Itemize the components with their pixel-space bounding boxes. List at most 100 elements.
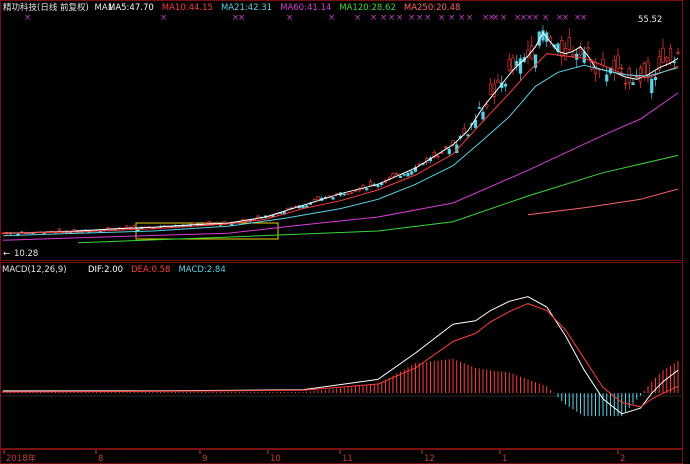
signal-marker: × [500,13,507,23]
candle-body [638,67,643,83]
ma-readout-ma21: MA21:42.31 [221,3,272,13]
macd-line-dif [3,296,679,415]
candle-body [466,134,470,137]
candle-body [207,221,211,224]
line-ma250 [527,188,679,216]
signal-marker: × [532,13,539,23]
ma-readout-ma10: MA10:44.15 [162,3,213,13]
candle-body [361,185,365,190]
candle-body [481,111,485,120]
x-tick-label: 12 [424,454,435,464]
stock-title: 精功科技(日线 前复权) [3,2,89,13]
candle-body [443,146,448,148]
price-panel-frame [0,0,683,261]
macd-readouts: DIF:2.00 DEA:0.58 MACD:2.84 [88,265,226,275]
candle-body [492,83,496,97]
candle-body [608,67,613,74]
candle-body [473,119,478,128]
candle-body [402,174,406,176]
x-tick-label: 11 [342,454,353,464]
ma-readout-ma60: MA60:41.14 [280,3,331,13]
signal-marker: × [388,13,395,23]
candle-body [668,48,673,63]
price-lines [2,31,679,244]
signal-marker: × [574,13,581,23]
price-high-label: 55.52 [638,15,662,25]
candle-body [605,74,609,82]
candle-body [631,82,635,86]
candle-body [601,58,605,66]
signal-marker: × [520,13,527,23]
signal-marker: × [488,13,495,23]
candle-body [398,175,403,178]
price-header: 精功科技(日线 前复权) MA1 [3,2,113,13]
macd-panel-frame [0,262,683,449]
candle-body [106,227,110,229]
candle-body [582,51,586,63]
candle-body [620,67,624,70]
candle-body [485,104,489,108]
low-arrow-icon: ← [3,249,10,259]
candle-body [623,82,628,85]
candle-body [657,56,661,71]
candle-body [267,216,271,218]
x-tick-label: 2 [620,454,625,464]
candle-body [192,222,196,225]
candle-body [477,107,481,109]
macd-readout-dea: DEA:0.58 [131,265,170,275]
signal-marker: × [286,13,293,23]
main-ma-label: MA1 [95,3,114,13]
candlesticks [1,25,680,237]
candle-body [567,37,571,50]
candle-body [560,40,564,57]
signal-marker: × [238,13,245,23]
macd-title: MACD(12,26,9) [2,265,67,275]
candle-body [575,53,579,60]
candle-body [650,79,654,94]
signal-marker: × [24,13,31,23]
candle-body [350,192,354,194]
ma-readout-ma5: MA5:47.70 [108,3,154,13]
candle-body [395,173,399,175]
candle-body [676,52,680,54]
signal-marker: × [370,13,377,23]
candle-body [293,205,298,208]
ma-readout-ma250: MA250:20.48 [404,3,461,13]
signal-marker: × [328,13,335,23]
candle-body [125,225,129,228]
candle-body [380,183,384,186]
macd-header: MACD(12,26,9) [2,265,67,275]
signal-marker: × [438,13,445,23]
price-low-label: 10.28 [14,249,38,259]
candle-body [511,57,515,71]
candle-body [533,54,538,68]
candle-body [305,205,309,208]
candle-body [661,47,665,63]
signal-marker: × [482,13,489,23]
signal-marker: × [396,13,403,23]
line-ma10 [2,53,679,234]
candle-body [256,215,260,218]
candle-body [653,76,658,81]
x-tick-label: 9 [202,454,207,464]
candle-body [642,63,646,76]
signal-marker: × [556,13,563,23]
candle-body [571,53,575,57]
line-ma21 [2,64,679,237]
candle-body [368,180,373,186]
candle-body [57,228,61,232]
signal-marker: × [562,13,569,23]
ma-readout-ma120: MA120:28.62 [339,3,396,13]
candle-body [316,196,320,200]
candle-body [672,61,676,64]
macd-lines [2,296,679,415]
signal-marker: × [416,13,423,23]
candle-body [578,47,583,56]
signal-marker: × [408,13,415,23]
candle-body [436,155,440,158]
candle-body [616,55,620,69]
line-ma5 [2,31,679,234]
signal-marker: × [458,13,465,23]
line-ma60 [2,92,679,241]
